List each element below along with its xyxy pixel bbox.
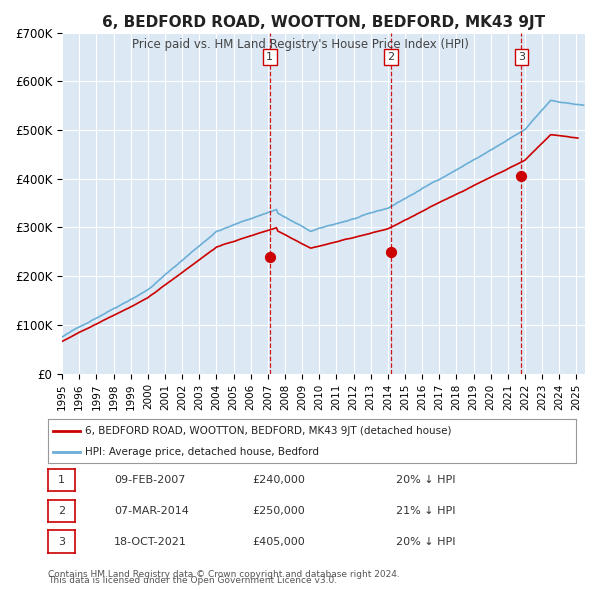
Text: £250,000: £250,000 <box>252 506 305 516</box>
Text: 07-MAR-2014: 07-MAR-2014 <box>114 506 189 516</box>
Text: Contains HM Land Registry data © Crown copyright and database right 2024.: Contains HM Land Registry data © Crown c… <box>48 571 400 579</box>
Text: 09-FEB-2007: 09-FEB-2007 <box>114 476 185 485</box>
Text: 18-OCT-2021: 18-OCT-2021 <box>114 537 187 546</box>
Text: 20% ↓ HPI: 20% ↓ HPI <box>396 476 455 485</box>
Point <box>265 252 275 261</box>
Text: HPI: Average price, detached house, Bedford: HPI: Average price, detached house, Bedf… <box>85 447 319 457</box>
Text: 2: 2 <box>58 506 65 516</box>
Text: Price paid vs. HM Land Registry's House Price Index (HPI): Price paid vs. HM Land Registry's House … <box>131 38 469 51</box>
Text: 21% ↓ HPI: 21% ↓ HPI <box>396 506 455 516</box>
Text: 3: 3 <box>58 537 65 546</box>
Point <box>517 172 526 181</box>
Text: 1: 1 <box>266 52 273 62</box>
Text: 2: 2 <box>388 52 394 62</box>
Text: 3: 3 <box>518 52 525 62</box>
Text: £405,000: £405,000 <box>252 537 305 546</box>
Text: This data is licensed under the Open Government Licence v3.0.: This data is licensed under the Open Gov… <box>48 576 337 585</box>
Text: 6, BEDFORD ROAD, WOOTTON, BEDFORD, MK43 9JT (detached house): 6, BEDFORD ROAD, WOOTTON, BEDFORD, MK43 … <box>85 427 451 436</box>
Point <box>386 247 396 257</box>
Text: £240,000: £240,000 <box>252 476 305 485</box>
Text: 1: 1 <box>58 476 65 485</box>
Title: 6, BEDFORD ROAD, WOOTTON, BEDFORD, MK43 9JT: 6, BEDFORD ROAD, WOOTTON, BEDFORD, MK43 … <box>102 15 545 30</box>
Text: 20% ↓ HPI: 20% ↓ HPI <box>396 537 455 546</box>
